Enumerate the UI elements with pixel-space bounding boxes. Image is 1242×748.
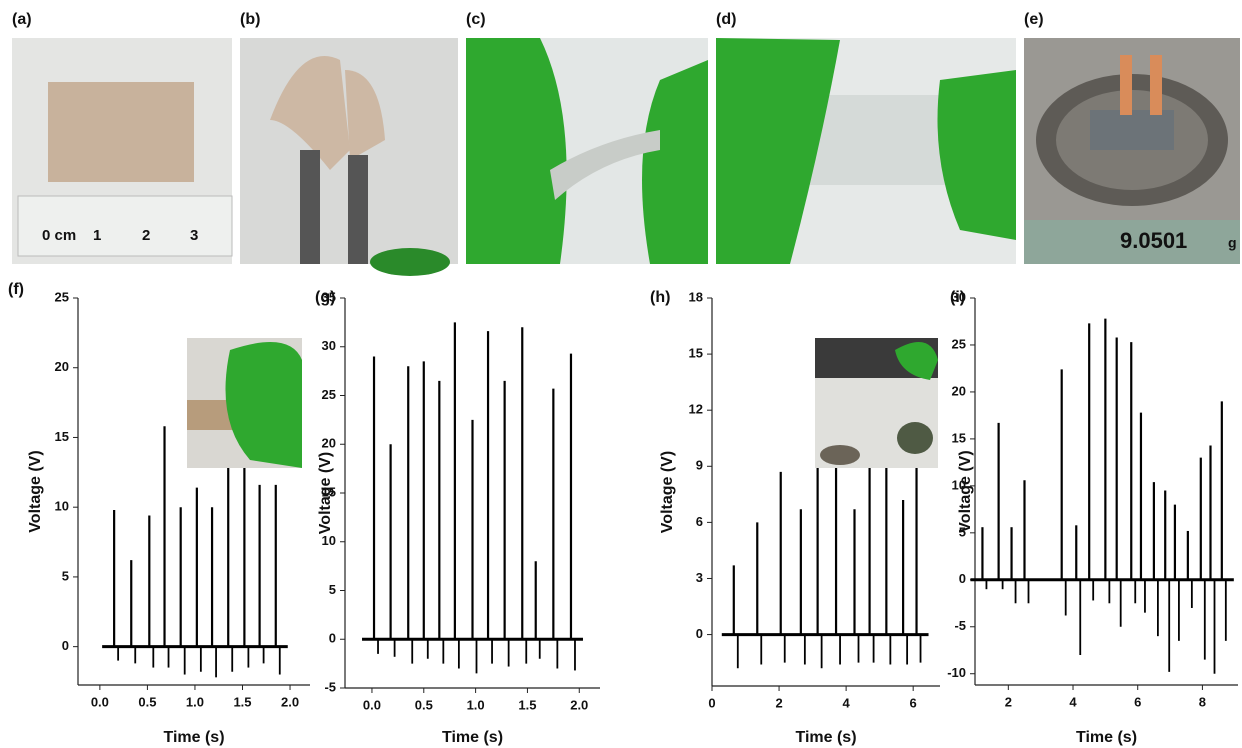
ruler-label: 2 <box>142 227 150 244</box>
panel-label: (d) <box>716 11 736 28</box>
y-tick-label: 20 <box>322 436 336 451</box>
x-axis-label: Time (s) <box>163 729 224 746</box>
panel-label: (c) <box>466 11 486 28</box>
x-tick-label: 0.5 <box>415 697 433 712</box>
y-tick-label: 12 <box>689 402 703 417</box>
x-tick-label: 1.0 <box>186 694 204 709</box>
y-tick-label: 5 <box>329 582 336 597</box>
y-tick-label: -10 <box>947 665 966 680</box>
panel-label: (i) <box>950 289 965 306</box>
ruler-label: 0 cm <box>42 227 76 244</box>
x-axis-label: Time (s) <box>1076 729 1137 746</box>
x-tick-label: 4 <box>843 695 851 710</box>
x-axis-label: Time (s) <box>795 729 856 746</box>
panel-label: (h) <box>650 289 670 306</box>
x-tick-label: 2 <box>775 695 782 710</box>
photo-c <box>466 38 708 264</box>
panel-label: (e) <box>1024 11 1044 28</box>
y-tick-label: 5 <box>62 568 69 583</box>
y-tick-label: 25 <box>55 289 69 304</box>
x-tick-label: 0.0 <box>91 694 109 709</box>
y-tick-label: 20 <box>55 359 69 374</box>
y-tick-label: 15 <box>55 429 69 444</box>
y-tick-label: 15 <box>952 430 966 445</box>
panel-label: (b) <box>240 11 260 28</box>
y-tick-label: 25 <box>952 336 966 351</box>
x-tick-label: 4 <box>1069 694 1077 709</box>
photo-d <box>716 38 1016 264</box>
x-tick-label: 1.5 <box>233 694 251 709</box>
y-tick-label: 30 <box>322 338 336 353</box>
panel-label: (g) <box>315 289 335 306</box>
y-axis-label: Voltage (V) <box>27 450 44 532</box>
inset-photo <box>815 338 938 468</box>
y-tick-label: 15 <box>689 346 703 361</box>
y-tick-label: -5 <box>954 618 966 633</box>
x-tick-label: 6 <box>910 695 917 710</box>
y-tick-label: 20 <box>952 383 966 398</box>
figure: 0 cm 1 2 3 9.0501 g (a) (b) (c) (d) (e <box>0 0 1242 748</box>
x-tick-label: 2.0 <box>281 694 299 709</box>
photo-e: 9.0501 g <box>1024 38 1240 264</box>
ruler-label: 3 <box>190 227 198 244</box>
x-axis-label: Time (s) <box>442 729 503 746</box>
y-tick-label: 18 <box>689 289 703 304</box>
y-tick-label: 3 <box>696 570 703 585</box>
photo-a: 0 cm 1 2 3 <box>12 38 232 264</box>
photo-b <box>240 38 458 276</box>
x-tick-label: 6 <box>1134 694 1141 709</box>
panel-label: (a) <box>12 11 32 28</box>
x-tick-label: 8 <box>1199 694 1206 709</box>
inset-photo <box>187 338 302 468</box>
y-tick-label: 0 <box>62 638 69 653</box>
y-tick-label: 9 <box>696 458 703 473</box>
y-axis-label: Voltage (V) <box>957 450 974 532</box>
y-tick-label: 0 <box>696 626 703 641</box>
x-tick-label: 1.5 <box>518 697 536 712</box>
y-axis-label: Voltage (V) <box>659 451 676 533</box>
y-tick-label: -5 <box>324 679 336 694</box>
y-tick-label: 25 <box>322 387 336 402</box>
x-tick-label: 0.5 <box>138 694 156 709</box>
x-tick-label: 0.0 <box>363 697 381 712</box>
y-tick-label: 0 <box>959 571 966 586</box>
x-tick-label: 1.0 <box>467 697 485 712</box>
y-tick-label: 6 <box>696 514 703 529</box>
scale-reading: 9.0501 <box>1120 228 1187 253</box>
panel-label: (f) <box>8 281 24 298</box>
x-tick-label: 0 <box>708 695 715 710</box>
ruler-label: 1 <box>93 227 101 244</box>
x-tick-label: 2.0 <box>570 697 588 712</box>
y-tick-label: 0 <box>329 631 336 646</box>
scale-unit: g <box>1228 235 1237 251</box>
y-tick-label: 10 <box>322 533 336 548</box>
y-axis-label: Voltage (V) <box>317 452 334 534</box>
x-tick-label: 2 <box>1005 694 1012 709</box>
y-tick-label: 10 <box>55 499 69 514</box>
